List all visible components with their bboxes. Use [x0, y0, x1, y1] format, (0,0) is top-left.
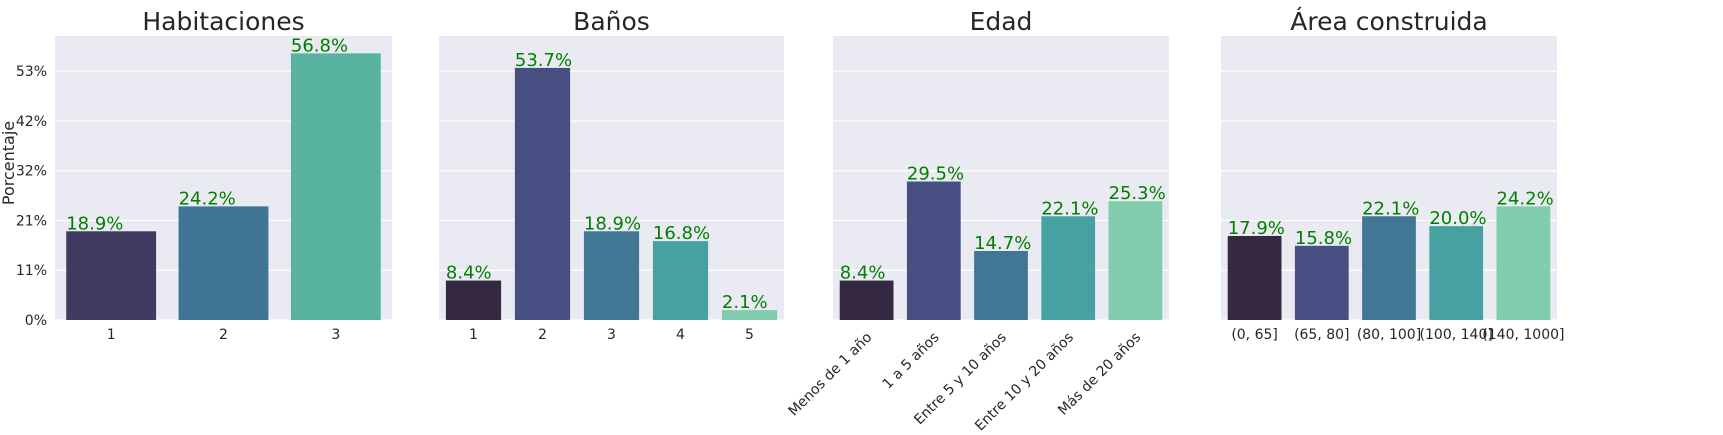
- x-tick-label: (65, 80]: [1294, 327, 1349, 343]
- data-label: 22.1%: [1041, 198, 1098, 219]
- bar: [1294, 245, 1349, 320]
- data-label: 24.2%: [1497, 188, 1554, 209]
- bar: [1227, 235, 1282, 320]
- chart-title: Área construida: [1290, 7, 1487, 36]
- bar: [1108, 201, 1163, 320]
- y-tick-label: 53%: [16, 64, 47, 80]
- x-tick-label: (0, 65]: [1231, 327, 1278, 343]
- bar: [652, 241, 709, 320]
- bar: [66, 231, 157, 320]
- data-label: 25.3%: [1109, 183, 1166, 204]
- data-label: 18.9%: [66, 213, 123, 234]
- bar: [1429, 226, 1484, 320]
- x-tick-label: 1: [107, 327, 116, 343]
- x-tick-label: 1: [469, 327, 478, 343]
- x-tick-label: 3: [607, 327, 616, 343]
- y-tick-label: 11%: [16, 263, 47, 279]
- data-label: 15.8%: [1295, 228, 1352, 249]
- x-tick-label: 2: [538, 327, 547, 343]
- y-tick-label: 21%: [16, 213, 47, 229]
- data-label: 16.8%: [653, 223, 710, 244]
- data-label: 29.5%: [907, 164, 964, 185]
- subplot-1: 0% 11% 21% 32% 42% 53% Habitaciones 18.9% 1 24.2%…: [16, 7, 392, 343]
- x-tick-label: 1 a 5 años: [880, 330, 943, 393]
- chart-title: Habitaciones: [142, 7, 304, 36]
- data-label: 17.9%: [1228, 218, 1285, 239]
- data-label: 53.7%: [515, 50, 572, 71]
- data-label: 2.1%: [722, 292, 768, 313]
- subplot-4: Área construida 17.9% (0, 65] 15.8% (65, 80]…: [1221, 7, 1564, 343]
- bar: [1496, 206, 1551, 320]
- bar: [290, 53, 381, 321]
- data-label: 56.8%: [291, 35, 348, 56]
- bar: [721, 310, 778, 320]
- x-tick-label: Menos de 1 año: [785, 330, 875, 420]
- data-label: 8.4%: [446, 263, 492, 284]
- y-tick-label: 42%: [16, 114, 47, 130]
- chart-title: Baños: [573, 7, 650, 36]
- data-label: 18.9%: [584, 213, 641, 234]
- subplot-2: Baños 8.4% 1 53.7% 2 18.9% 3 16.8% 4 2.1% 5: [439, 7, 784, 343]
- data-label: 24.2%: [179, 188, 236, 209]
- chart-title: Edad: [970, 7, 1033, 36]
- bar: [974, 250, 1028, 320]
- x-tick-label: 3: [331, 327, 340, 343]
- x-tick-label: (80, 100]: [1357, 327, 1421, 343]
- data-label: 20.0%: [1429, 208, 1486, 229]
- data-label: 14.7%: [974, 233, 1031, 254]
- y-tick-label: 32%: [16, 164, 47, 180]
- y-axis-label: Porcentaje: [0, 121, 18, 205]
- x-tick-label: 2: [219, 327, 228, 343]
- bar: [514, 67, 571, 321]
- bar: [839, 280, 894, 320]
- x-tick-label: (140, 1000]: [1482, 327, 1564, 343]
- data-label: 8.4%: [840, 263, 886, 284]
- bar: [445, 280, 502, 320]
- y-tick-label: 0%: [25, 313, 47, 329]
- bar: [906, 181, 961, 320]
- x-tick-label: 4: [676, 327, 685, 343]
- bar: [1362, 216, 1416, 320]
- x-tick-label: 5: [745, 327, 754, 343]
- bar: [1041, 216, 1096, 320]
- data-label: 22.1%: [1362, 198, 1419, 219]
- x-tick-label: (100, 140]: [1420, 327, 1493, 343]
- subplot-3: Edad 8.4% Menos de 1 año 29.5% 1 a 5 años 14.…: [785, 7, 1169, 434]
- bar: [583, 231, 640, 320]
- bar: [178, 206, 269, 320]
